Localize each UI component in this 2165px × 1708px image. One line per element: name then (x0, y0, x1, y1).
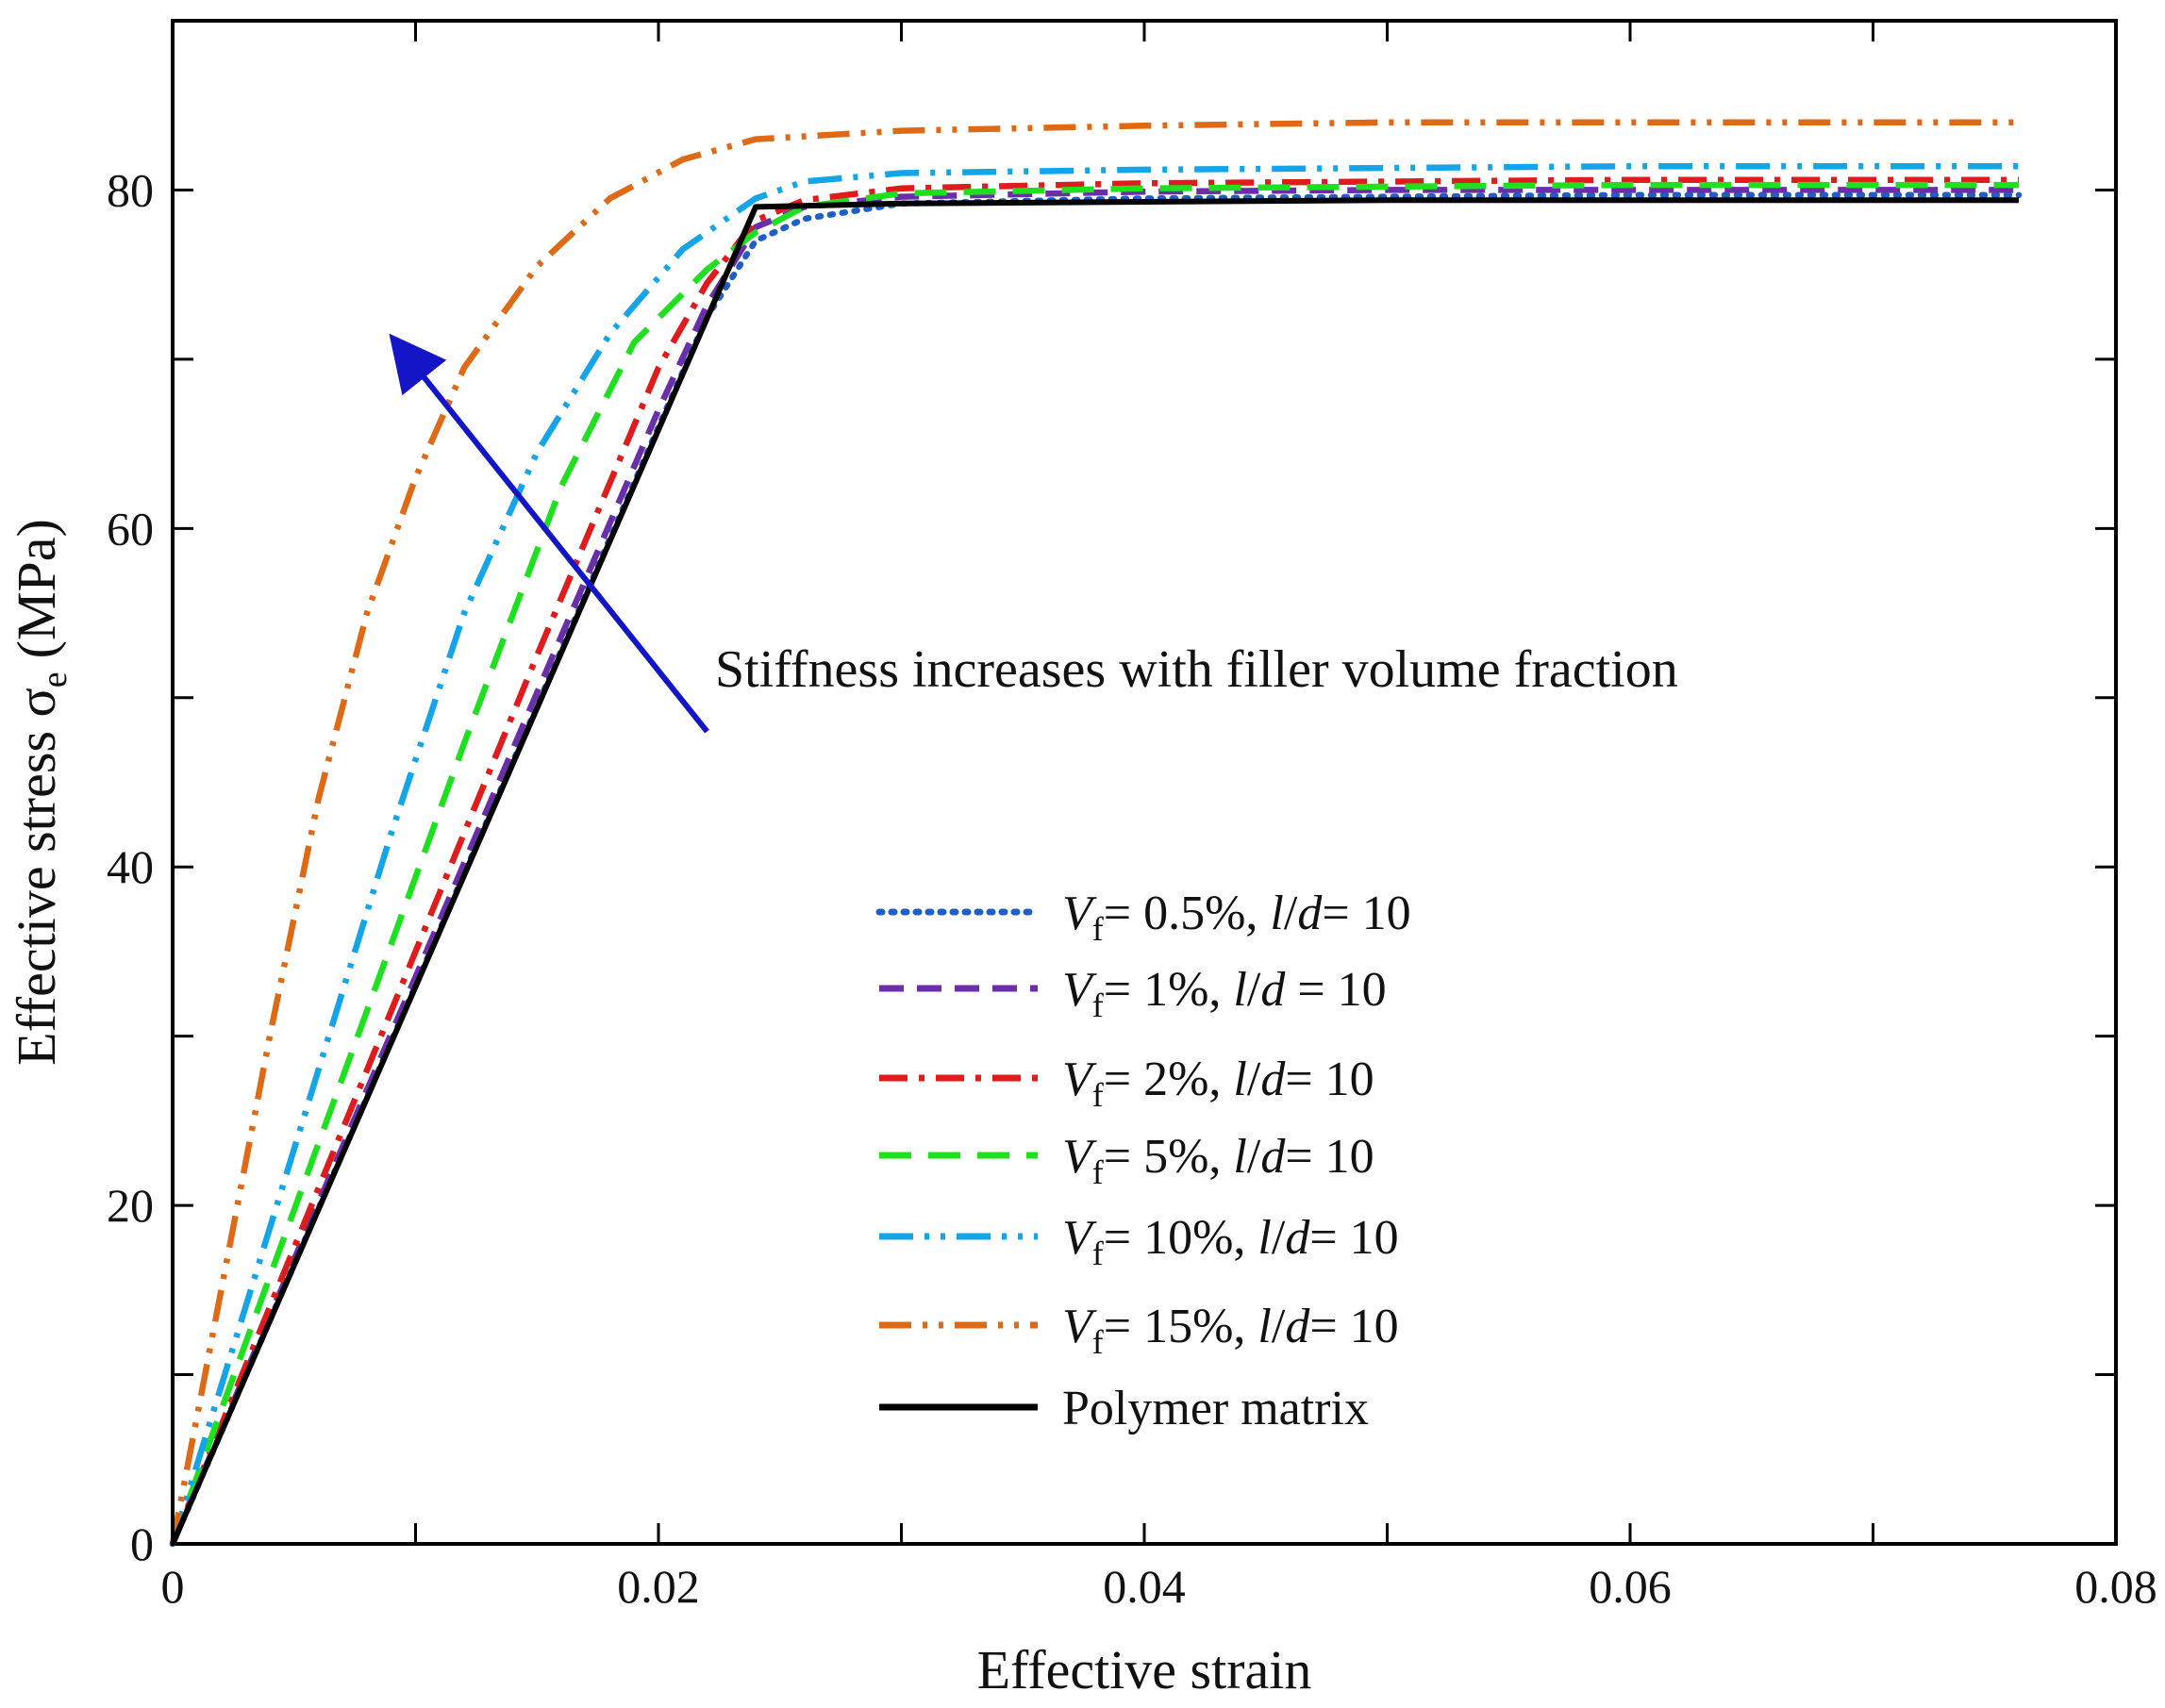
legend-label-part: / (1272, 1300, 1286, 1353)
legend-label-part: d (1297, 887, 1323, 940)
legend-entry-label: Vf= 0.5%, l/d= 10 (1062, 887, 1411, 948)
x-axis-title: Effective strain (977, 1639, 1312, 1700)
legend-entry-label: Vf= 15%, l/d= 10 (1062, 1300, 1399, 1361)
series-line (169, 176, 2019, 1546)
legend-label-part: f (1092, 987, 1104, 1024)
legend-label-part: = 10%, (1104, 1211, 1258, 1265)
legend-label-part: d (1260, 1053, 1286, 1106)
y-axis-title: Effective stress σe (MPa) (6, 519, 75, 1066)
legend-label-part: = 15%, (1104, 1300, 1258, 1353)
legend-label-part: / (1284, 887, 1298, 940)
legend-label-part: V (1062, 1053, 1097, 1106)
legend-label-part: = 5%, (1104, 1130, 1234, 1184)
legend-label-part: l (1233, 963, 1246, 1017)
legend-label-part: / (1247, 1130, 1261, 1184)
legend-label-part: V (1062, 963, 1097, 1017)
y-tick-label: 40 (107, 840, 154, 893)
series-line (169, 163, 2019, 1545)
legend-label-part: = 10 (1309, 1300, 1398, 1353)
legend-label-part: l (1233, 1053, 1246, 1106)
legend-label-part: = 0.5%, (1104, 887, 1271, 940)
legend-label-part: = 1%, (1104, 963, 1234, 1017)
legend-label-part: = 2%, (1104, 1053, 1234, 1106)
legend-label-part: / (1272, 1211, 1286, 1265)
x-tick-label: 0.02 (617, 1560, 700, 1613)
y-tick-label: 0 (130, 1517, 154, 1570)
legend-label-part: d (1260, 963, 1286, 1017)
legend-entry-label: Vf= 5%, l/d= 10 (1062, 1130, 1374, 1191)
legend-label-part: d (1285, 1211, 1310, 1265)
legend-label-part: / (1247, 1053, 1261, 1106)
series-line (169, 119, 2019, 1545)
legend-label-part: f (1092, 1076, 1104, 1114)
legend-entry-label: Polymer matrix (1062, 1382, 1369, 1435)
legend-label-part: V (1062, 887, 1097, 940)
x-tick-label: 0.08 (2074, 1560, 2157, 1613)
y-tick-label: 20 (107, 1179, 154, 1232)
y-axis-title-main: Effective stress σ (6, 688, 67, 1066)
legend-label-part: V (1062, 1211, 1097, 1265)
legend-label-part: l (1270, 887, 1283, 940)
series-line (169, 181, 2019, 1546)
annotation-arrow (389, 333, 709, 734)
legend-entry-label: Vf= 10%, l/d= 10 (1062, 1211, 1399, 1272)
legend-label-part: f (1092, 1323, 1104, 1361)
series-line (170, 187, 2019, 1546)
legend-label-part: = 10 (1309, 1211, 1398, 1265)
x-tick-label: 0 (161, 1560, 185, 1613)
legend-label-part: f (1092, 910, 1104, 948)
legend-label-part: d (1260, 1130, 1286, 1184)
y-axis-title-unit: (MPa) (6, 519, 67, 658)
y-tick-label: 60 (107, 502, 154, 555)
legend-label-part: = 10 (1285, 1053, 1374, 1106)
legend-label-part: f (1092, 1153, 1104, 1191)
data-series (169, 119, 2023, 1548)
x-tick-label: 0.04 (1103, 1560, 1186, 1613)
legend-entry-label: Vf= 2%, l/d= 10 (1062, 1053, 1374, 1114)
series-line (170, 197, 2019, 1546)
legend-label-part: l (1257, 1300, 1271, 1353)
legend-entry-label: Vf= 1%, l/d = 10 (1062, 963, 1387, 1024)
x-tick-labels: 0 0.02 0.04 0.06 0.08 (161, 1560, 2157, 1613)
legend-label-part: V (1062, 1130, 1097, 1184)
plot-frame (171, 19, 2118, 1546)
y-tick-label: 80 (107, 163, 154, 216)
legend-label-part: = 10 (1285, 963, 1386, 1017)
y-axis-title-subscript: e (35, 672, 75, 688)
legend-label-part: l (1233, 1130, 1246, 1184)
legend-label-part: / (1247, 963, 1261, 1017)
axis-ticks (171, 21, 2118, 1546)
y-tick-labels: 0 20 40 60 80 (107, 163, 154, 1570)
legend-label-part: l (1257, 1211, 1271, 1265)
legend-label-part: f (1092, 1235, 1104, 1272)
legend-label-part: = 10 (1322, 887, 1410, 940)
x-tick-label: 0.06 (1589, 1560, 1672, 1613)
legend-label-part: V (1062, 1300, 1097, 1353)
legend-label-part: d (1285, 1300, 1310, 1353)
annotation-text: Stiffness increases with filler volume f… (715, 640, 1678, 699)
legend-label-part: = 10 (1285, 1130, 1374, 1184)
